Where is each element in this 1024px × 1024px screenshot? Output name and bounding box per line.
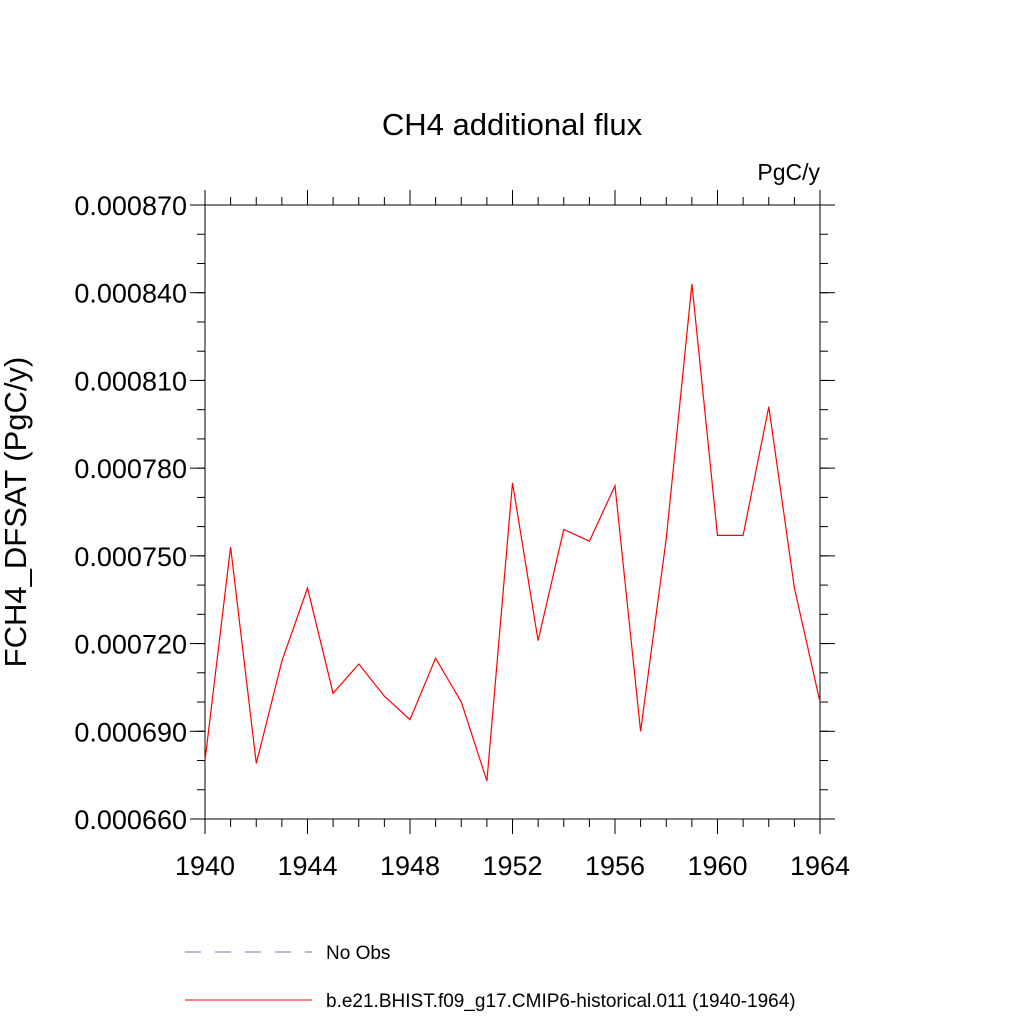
chart-title: CH4 additional flux: [382, 107, 643, 142]
x-tick-label: 1964: [790, 851, 850, 881]
series-group: [204, 283, 821, 782]
y-tick-label: 0.000690: [74, 717, 187, 747]
plot-frame: [204, 204, 821, 820]
y-tick-label: 0.000840: [74, 279, 187, 309]
x-tick-label: 1948: [380, 851, 440, 881]
legend: No Obs b.e21.BHIST.f09_g17.CMIP6-historic…: [185, 943, 796, 1012]
units-label: PgC/y: [757, 159, 820, 185]
y-tick-label: 0.000750: [74, 542, 187, 572]
x-tick-labels: 1940 1944 1948 1952 1956 1960 1964: [175, 851, 850, 881]
x-tick-label: 1940: [175, 851, 235, 881]
y-tick-label: 0.000720: [74, 630, 187, 660]
legend-label: b.e21.BHIST.f09_g17.CMIP6-historical.011…: [326, 991, 796, 1012]
x-tick-label: 1952: [482, 851, 542, 881]
minor-ticks: [197, 197, 828, 827]
y-tick-label: 0.000660: [74, 805, 187, 835]
y-axis-label: FCH4_DFSAT (PgC/y): [0, 357, 33, 668]
x-tick-label: 1960: [687, 851, 747, 881]
y-tick-label: 0.000810: [74, 366, 187, 396]
y-tick-label: 0.000780: [74, 454, 187, 484]
y-tick-label: 0.000870: [74, 191, 187, 221]
x-tick-label: 1944: [277, 851, 337, 881]
major-ticks: [190, 190, 835, 834]
x-tick-label: 1956: [585, 851, 645, 881]
legend-label: No Obs: [326, 943, 390, 964]
y-tick-labels: 0.000660 0.000690 0.000720 0.000750 0.000780…: [74, 191, 187, 835]
series-line: [204, 283, 821, 782]
